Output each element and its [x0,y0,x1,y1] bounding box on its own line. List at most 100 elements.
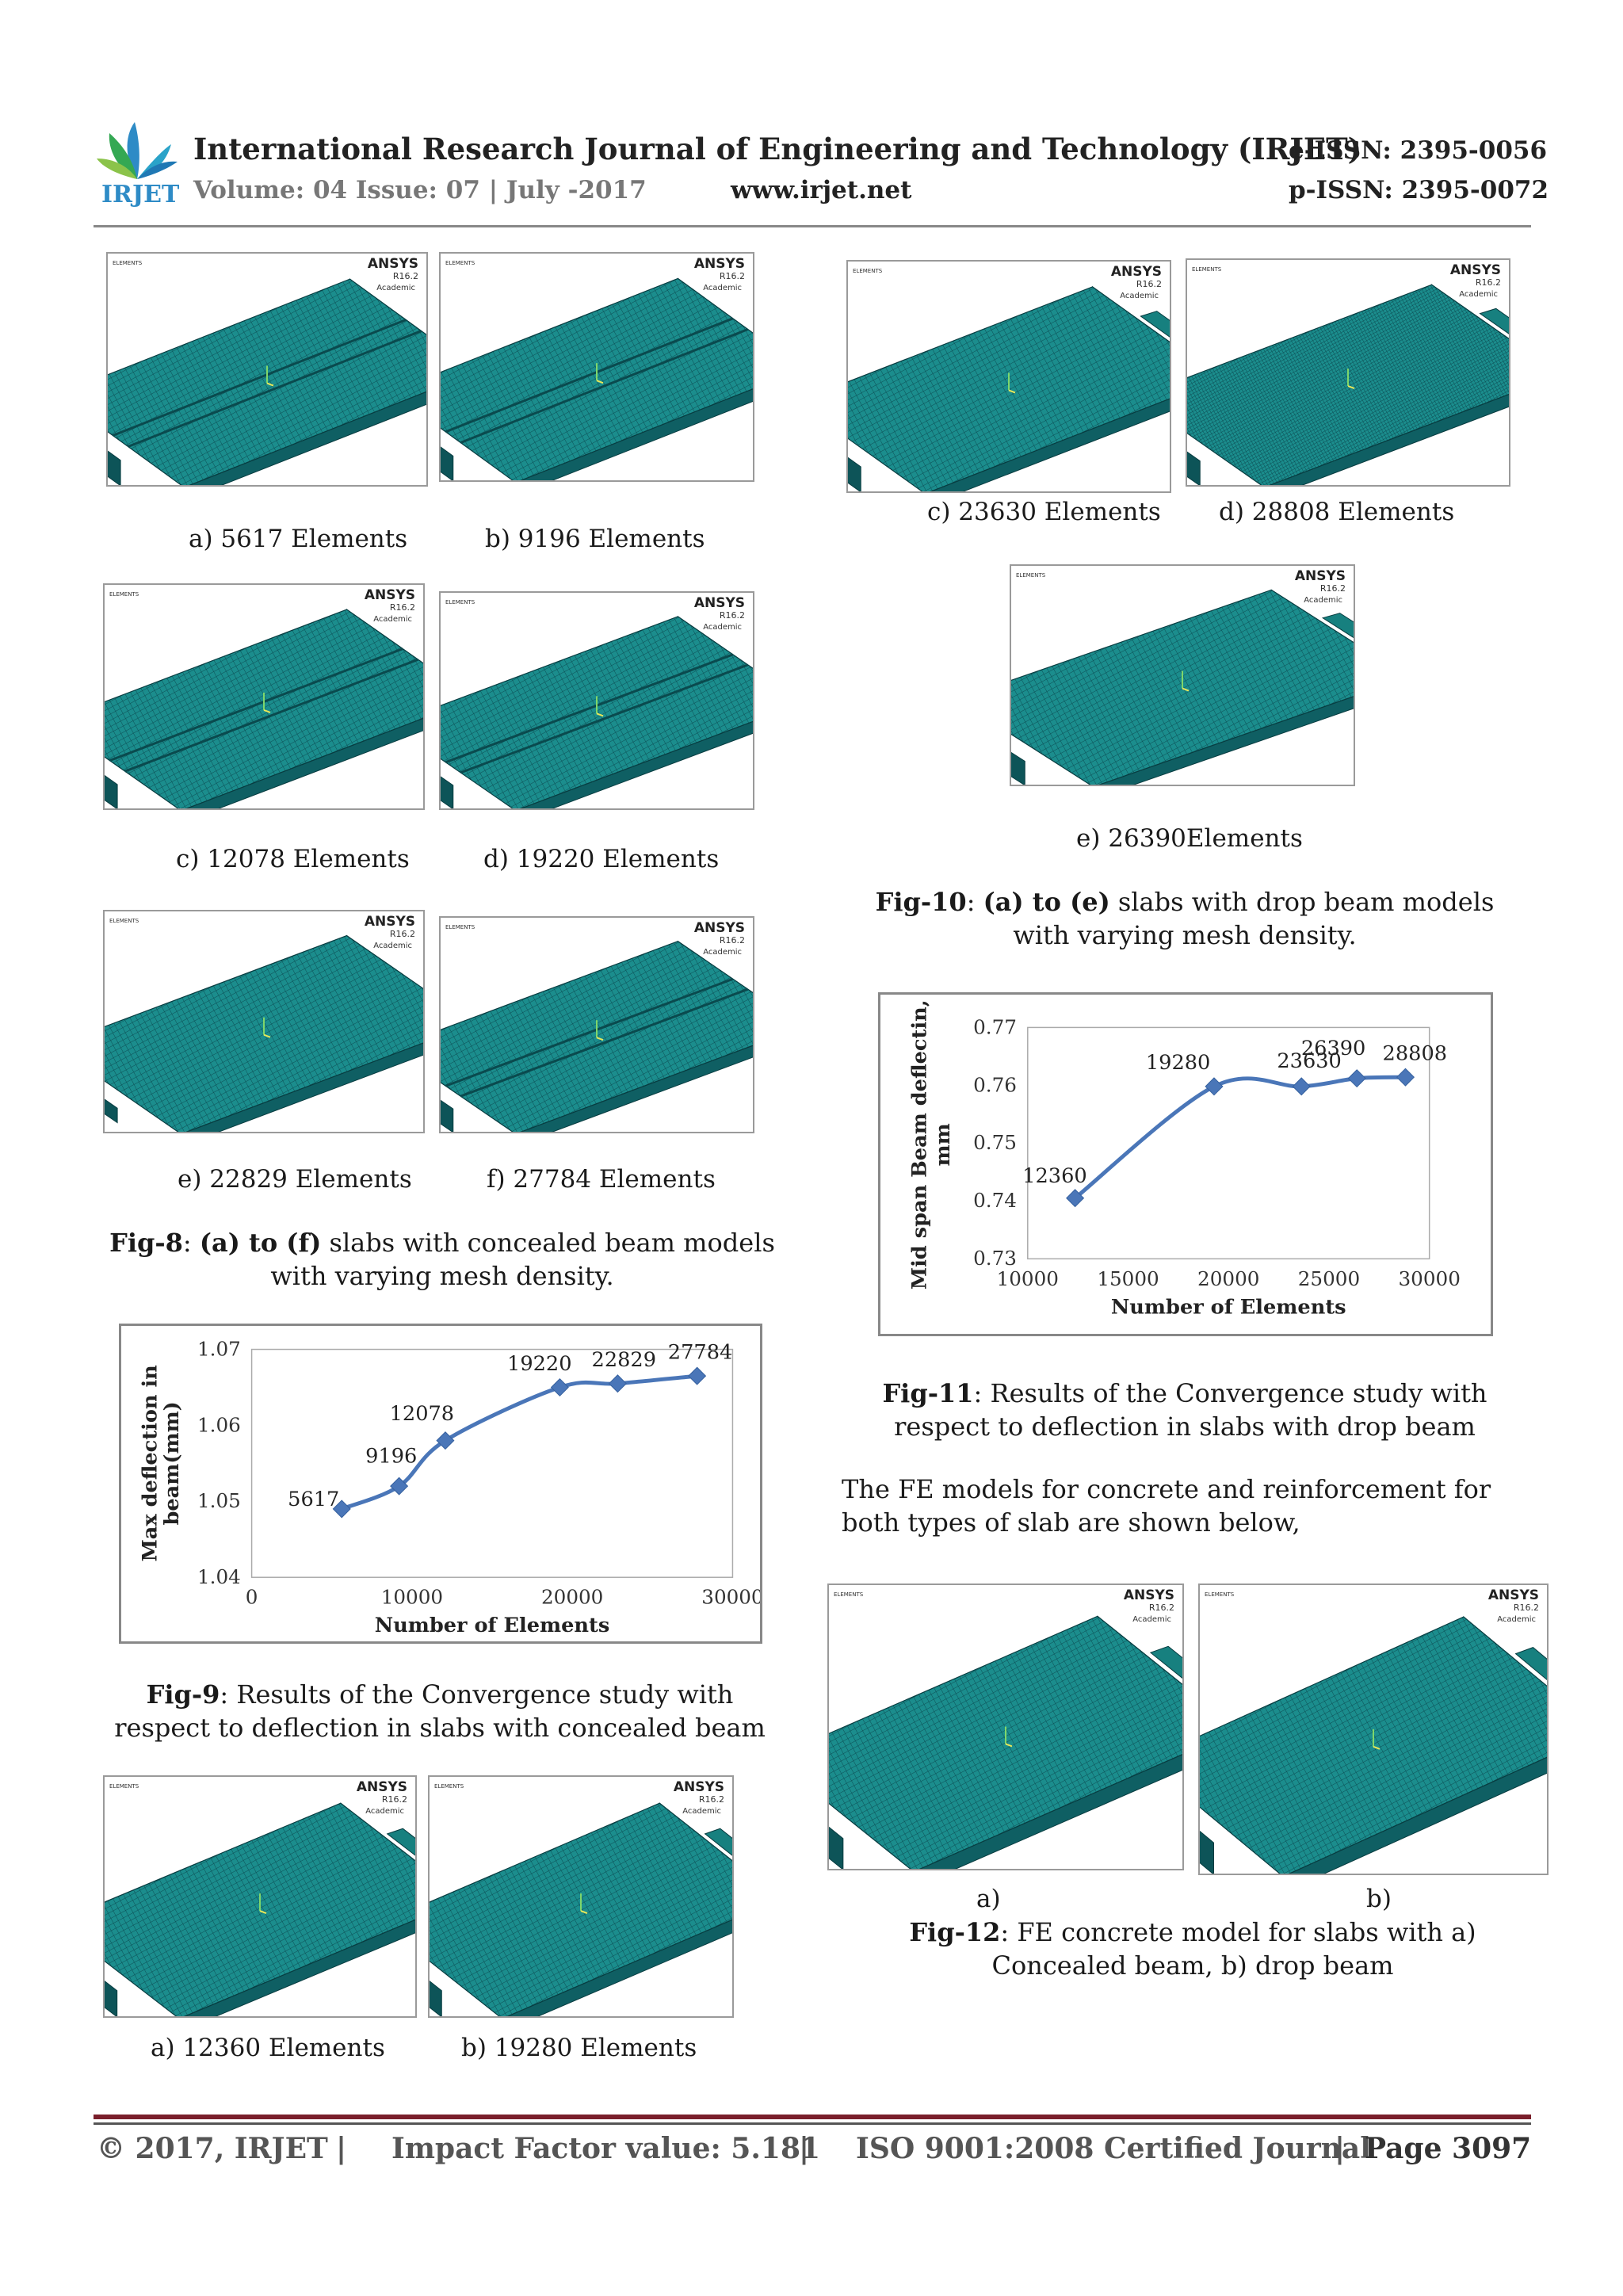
beam-end-stub [1187,451,1201,485]
beam-far-stub [1149,1645,1182,1679]
beam-end-stub [1011,751,1025,785]
fig8-caption-b: b) 9196 Elements [485,525,705,553]
fig11-point-26390 [1347,1069,1366,1088]
mesh-panel-12078: ELEMENTS ANSYS R16.2 Academic [103,583,425,810]
ansys-edition: Academic [1132,1615,1171,1624]
mesh-panel-5617: ELEMENTS ANSYS R16.2 Academic [106,252,428,487]
ansys-brand: ANSYS [694,595,745,611]
ansys-edition: Academic [703,284,742,292]
axis-triad-x [580,1910,588,1915]
fig9-data-label: 9196 [365,1445,417,1469]
fig8-caption-d: d) 19220 Elements [483,845,720,873]
beam-end-stub [829,1826,844,1869]
axis-triad-x [1008,389,1016,394]
mesh-panel-26390: ELEMENTS ANSYS R16.2 Academic [1010,564,1355,786]
ansys-version: R16.2 [1514,1603,1539,1613]
fig11-data-label: 28808 [1383,1041,1448,1065]
fig9-point-22829 [608,1374,627,1393]
concealed-beam-line [460,663,749,774]
fig9-text: Results of the Convergence study with re… [114,1679,766,1743]
ansys-brand: ANSYS [674,1779,724,1795]
logo-leaf-icon [97,122,178,179]
mesh-panel-28808: ELEMENTS ANSYS R16.2 Academic [1186,258,1510,487]
fig11-xtick: 15000 [1097,1267,1159,1290]
ansys-version: R16.2 [390,602,415,613]
ansys-element-label: ELEMENTS [445,599,475,606]
website-link[interactable]: www.irjet.net [731,176,912,204]
mesh-panel-27784: ELEMENTS ANSYS R16.2 Academic [439,916,754,1133]
fig9-chart: 1.04 1.05 1.06 1.07 0 10000 20000 30000 5617 9196… [119,1324,762,1644]
footer-rule-top [94,2115,1531,2119]
ansys-version: R16.2 [720,935,745,946]
fig10-caption-e: e) 26390Elements [1076,824,1303,853]
fig11-label: Fig-11 [882,1378,974,1408]
ansys-element-label: ELEMENTS [1192,266,1222,273]
ansys-version: R16.2 [390,929,415,939]
fig9-point-9196 [390,1477,409,1496]
ansys-version: R16.2 [720,271,745,281]
footer-page: Page 3097 [1365,2132,1532,2165]
fig9-point-5617 [332,1499,351,1519]
journal-title: International Research Journal of Engine… [193,132,1362,166]
fig10-range: (a) to (e) [983,887,1110,917]
ansys-brand: ANSYS [365,914,415,930]
fig8-text: slabs with concealed beam models with va… [270,1228,775,1291]
beam-end-stub [441,776,454,808]
beam-end-stub [1200,1830,1215,1874]
fig10-caption: Fig-10: (a) to (e) slabs with drop beam … [875,887,1495,950]
mesh-panel-12360: ELEMENTS ANSYS R16.2 Academic [103,1775,417,2018]
fig9-xtick: 20000 [541,1586,603,1609]
ansys-element-label: ELEMENTS [445,924,475,930]
footer-rule-bottom [94,2122,1531,2125]
ansys-version: R16.2 [1320,583,1346,594]
axis-triad-x [1347,385,1355,389]
axis-triad-x [596,380,604,384]
logo-text: IRJET [101,181,180,208]
beam-far-stub [1479,308,1509,334]
beam-end-stub [105,774,118,808]
concealed-beam-line [112,319,407,437]
eissn: e-ISSN: 2395-0056 [1289,136,1548,165]
fig9-xtick: 0 [246,1586,258,1609]
mesh-panel-9196: ELEMENTS ANSYS R16.2 Academic [439,252,754,482]
fig9-plot-area [250,1348,734,1578]
footer-copyright: © 2017, IRJET [97,2132,328,2165]
fig11-point-19280 [1205,1077,1224,1096]
ansys-brand: ANSYS [694,256,745,272]
fig11-x-axis-title: Number of Elements [1111,1295,1346,1319]
ansys-edition: Academic [373,942,412,950]
fig9-ytick: 1.07 [197,1337,241,1360]
mesh-panel-concrete-drop: ELEMENTS ANSYS R16.2 Academic [1198,1584,1549,1875]
fig12-sub-a: a) [976,1885,1001,1913]
beam-far-stub [704,1828,732,1856]
fig11-point-12360 [1066,1189,1085,1208]
ansys-edition: Academic [703,623,742,632]
fig9-ytick: 1.04 [197,1565,241,1588]
ansys-brand: ANSYS [1295,568,1346,584]
axis-triad-x [1182,687,1190,692]
fig9-xtick: 10000 [381,1586,443,1609]
fig9-point-12078 [436,1431,455,1450]
fig9-ytick: 1.05 [197,1489,241,1512]
fig11-series-line [1074,1075,1406,1200]
beam-end-stub [105,1980,118,2016]
axis-triad-x [259,1910,267,1915]
beam-far-stub [1514,1647,1547,1681]
axis-triad-x [266,382,274,387]
ansys-version: R16.2 [1476,277,1501,288]
fig11-xtick: 10000 [997,1267,1059,1290]
ansys-element-label: ELEMENTS [109,918,139,924]
footer-iso: ISO 9001:2008 Certified Journal [856,2132,1371,2165]
ansys-version: R16.2 [1136,279,1162,289]
mesh-panel-23630: ELEMENTS ANSYS R16.2 Academic [846,260,1171,493]
fig12-text: FE concrete model for slabs with a) Conc… [991,1917,1476,1981]
